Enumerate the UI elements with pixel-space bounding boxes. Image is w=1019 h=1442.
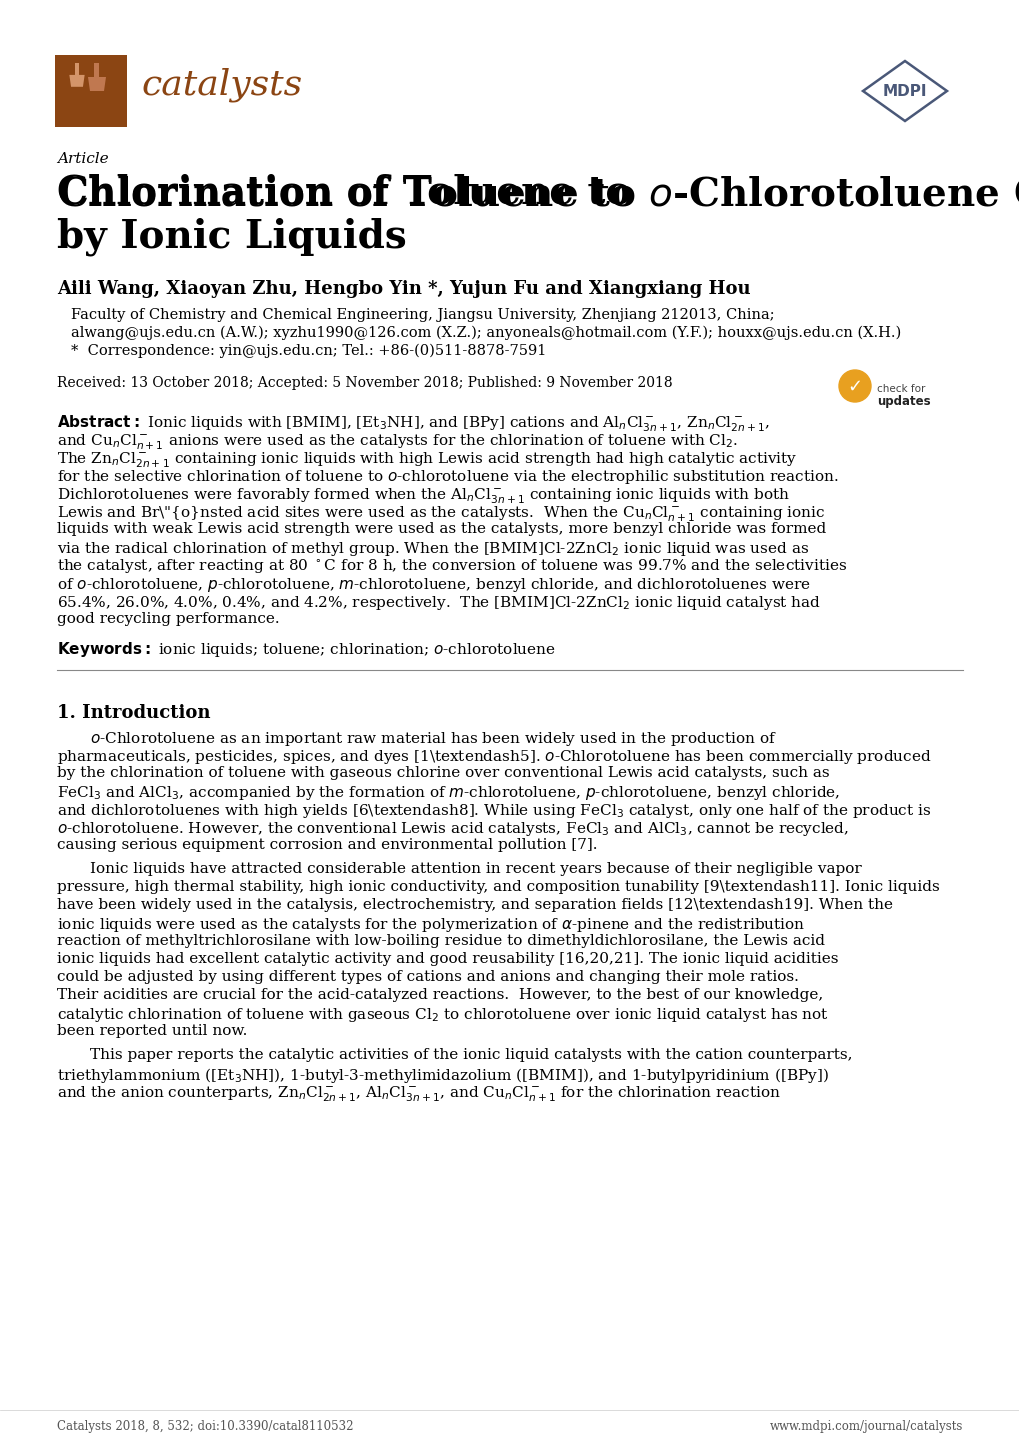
Text: could be adjusted by using different types of cations and anions and changing th: could be adjusted by using different typ… <box>57 970 798 983</box>
Text: catalysts: catalysts <box>141 66 302 101</box>
Text: the catalyst, after reacting at 80 $^\circ$C for 8 h, the conversion of toluene : the catalyst, after reacting at 80 $^\ci… <box>57 558 846 577</box>
Text: liquids with weak Lewis acid strength were used as the catalysts, more benzyl ch: liquids with weak Lewis acid strength we… <box>57 522 825 536</box>
Text: and dichlorotoluenes with high yields [6\textendash8]. While using FeCl$_3$ cata: and dichlorotoluenes with high yields [6… <box>57 802 930 820</box>
Polygon shape <box>69 75 85 87</box>
Text: $\bf{Keywords:}$ ionic liquids; toluene; chlorination; $o$-chlorotoluene: $\bf{Keywords:}$ ionic liquids; toluene;… <box>57 640 555 659</box>
Text: for the selective chlorination of toluene to $o$-chlorotoluene via the electroph: for the selective chlorination of toluen… <box>57 469 838 486</box>
Text: catalytic chlorination of toluene with gaseous Cl$_2$ to chlorotoluene over ioni: catalytic chlorination of toluene with g… <box>57 1007 828 1024</box>
Text: *  Correspondence: yin@ujs.edu.cn; Tel.: +86-(0)511-8878-7591: * Correspondence: yin@ujs.edu.cn; Tel.: … <box>71 345 546 359</box>
Text: $o$-chlorotoluene. However, the conventional Lewis acid catalysts, FeCl$_3$ and : $o$-chlorotoluene. However, the conventi… <box>57 820 848 838</box>
Text: Article: Article <box>57 151 108 166</box>
Text: by Ionic Liquids: by Ionic Liquids <box>57 218 407 257</box>
Text: and the anion counterparts, Zn$_n$Cl$^-_{2n+1}$, Al$_n$Cl$^-_{3n+1}$, and Cu$_n$: and the anion counterparts, Zn$_n$Cl$^-_… <box>57 1084 781 1103</box>
Text: ✓: ✓ <box>847 378 862 397</box>
FancyBboxPatch shape <box>95 63 100 76</box>
Text: good recycling performance.: good recycling performance. <box>57 611 279 626</box>
Text: causing serious equipment corrosion and environmental pollution [7].: causing serious equipment corrosion and … <box>57 838 597 852</box>
Text: alwang@ujs.edu.cn (A.W.); xyzhu1990@126.com (X.Z.); anyoneals@hotmail.com (Y.F.): alwang@ujs.edu.cn (A.W.); xyzhu1990@126.… <box>71 326 901 340</box>
Text: reaction of methyltrichlorosilane with low-boiling residue to dimethyldichlorosi: reaction of methyltrichlorosilane with l… <box>57 934 824 947</box>
Text: of $o$-chlorotoluene, $p$-chlorotoluene, $m$-chlorotoluene, benzyl chloride, and: of $o$-chlorotoluene, $p$-chlorotoluene,… <box>57 575 810 594</box>
Text: The Zn$_n$Cl$^-_{2n+1}$ containing ionic liquids with high Lewis acid strength h: The Zn$_n$Cl$^-_{2n+1}$ containing ionic… <box>57 450 797 470</box>
Text: Lewis and Br\"{o}nsted acid sites were used as the catalysts.  When the Cu$_n$Cl: Lewis and Br\"{o}nsted acid sites were u… <box>57 505 824 523</box>
Text: ionic liquids were used as the catalysts for the polymerization of $\alpha$-pine: ionic liquids were used as the catalysts… <box>57 916 805 934</box>
FancyBboxPatch shape <box>55 55 127 127</box>
Text: 65.4%, 26.0%, 4.0%, 0.4%, and 4.2%, respectively.  The [BMIM]Cl-2ZnCl$_2$ ionic : 65.4%, 26.0%, 4.0%, 0.4%, and 4.2%, resp… <box>57 594 820 611</box>
Text: Their acidities are crucial for the acid-catalyzed reactions.  However, to the b: Their acidities are crucial for the acid… <box>57 988 822 1002</box>
Polygon shape <box>88 76 106 91</box>
Text: Faculty of Chemistry and Chemical Engineering, Jiangsu University, Zhenjiang 212: Faculty of Chemistry and Chemical Engine… <box>71 309 773 322</box>
Text: check for: check for <box>876 384 924 394</box>
Text: www.mdpi.com/journal/catalysts: www.mdpi.com/journal/catalysts <box>769 1420 962 1433</box>
Text: Ionic liquids have attracted considerable attention in recent years because of t: Ionic liquids have attracted considerabl… <box>90 862 861 875</box>
Text: been reported until now.: been reported until now. <box>57 1024 248 1038</box>
Text: pharmaceuticals, pesticides, spices, and dyes [1\textendash5]. $o$-Chlorotoluene: pharmaceuticals, pesticides, spices, and… <box>57 748 930 766</box>
Text: Dichlorotoluenes were favorably formed when the Al$_n$Cl$^-_{3n+1}$ containing i: Dichlorotoluenes were favorably formed w… <box>57 486 789 506</box>
Text: via the radical chlorination of methyl group. When the [BMIM]Cl-2ZnCl$_2$ ionic : via the radical chlorination of methyl g… <box>57 539 808 558</box>
Text: ionic liquids had excellent catalytic activity and good reusability [16,20,21]. : ionic liquids had excellent catalytic ac… <box>57 952 838 966</box>
Text: pressure, high thermal stability, high ionic conductivity, and composition tunab: pressure, high thermal stability, high i… <box>57 880 938 894</box>
FancyBboxPatch shape <box>74 63 79 75</box>
Text: by the chlorination of toluene with gaseous chlorine over conventional Lewis aci: by the chlorination of toluene with gase… <box>57 766 828 780</box>
Text: Catalysts 2018, 8, 532; doi:10.3390/catal8110532: Catalysts 2018, 8, 532; doi:10.3390/cata… <box>57 1420 354 1433</box>
Text: FeCl$_3$ and AlCl$_3$, accompanied by the formation of $m$-chlorotoluene, $p$-ch: FeCl$_3$ and AlCl$_3$, accompanied by th… <box>57 784 840 802</box>
Text: updates: updates <box>876 395 929 408</box>
Text: Aili Wang, Xiaoyan Zhu, Hengbo Yin *, Yujun Fu and Xiangxiang Hou: Aili Wang, Xiaoyan Zhu, Hengbo Yin *, Yu… <box>57 280 750 298</box>
Text: Chlorination of Toluene to: Chlorination of Toluene to <box>57 174 644 212</box>
Text: This paper reports the catalytic activities of the ionic liquid catalysts with t: This paper reports the catalytic activit… <box>90 1048 852 1061</box>
Text: MDPI: MDPI <box>881 84 926 99</box>
Text: triethylammonium ([Et$_3$NH]), 1-butyl-3-methylimidazolium ([BMIM]), and 1-butyl: triethylammonium ([Et$_3$NH]), 1-butyl-3… <box>57 1066 828 1084</box>
Text: and Cu$_n$Cl$^-_{n+1}$ anions were used as the catalysts for the chlorination of: and Cu$_n$Cl$^-_{n+1}$ anions were used … <box>57 433 738 451</box>
Text: Received: 13 October 2018; Accepted: 5 November 2018; Published: 9 November 2018: Received: 13 October 2018; Accepted: 5 N… <box>57 376 672 389</box>
Text: Chlorination of Toluene to $\it{o}$-Chlorotoluene Catalyzed: Chlorination of Toluene to $\it{o}$-Chlo… <box>57 174 1019 216</box>
Text: $\bf{Abstract:}$ Ionic liquids with [BMIM], [Et$_3$NH], and [BPy] cations and Al: $\bf{Abstract:}$ Ionic liquids with [BMI… <box>57 414 769 434</box>
Text: 1. Introduction: 1. Introduction <box>57 704 210 722</box>
Text: have been widely used in the catalysis, electrochemistry, and separation fields : have been widely used in the catalysis, … <box>57 898 892 911</box>
Text: $o$-Chlorotoluene as an important raw material has been widely used in the produ: $o$-Chlorotoluene as an important raw ma… <box>90 730 776 748</box>
Circle shape <box>839 371 870 402</box>
